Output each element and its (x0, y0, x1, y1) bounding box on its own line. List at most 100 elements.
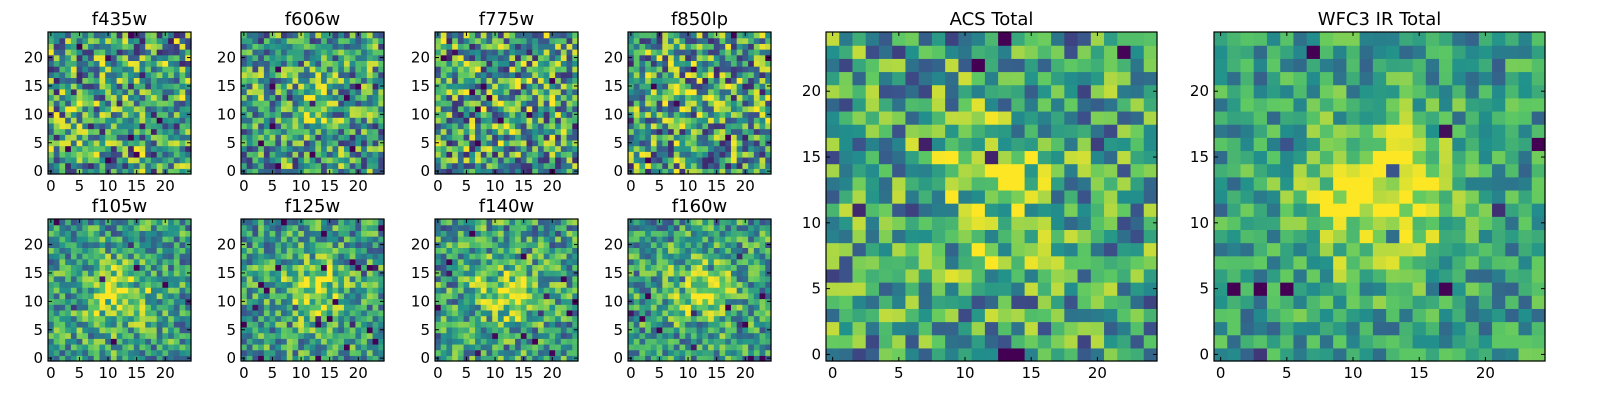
heatmap-cell (435, 321, 442, 328)
heatmap-cell (65, 151, 72, 158)
heatmap-cells (435, 219, 579, 362)
heatmap-cell (128, 275, 135, 283)
heatmap-cell (440, 88, 448, 96)
heatmap-cell (628, 66, 635, 73)
heatmap-cell (440, 43, 448, 50)
heatmap-cell (286, 77, 294, 84)
heatmap-cell (446, 304, 453, 311)
heatmap-cell (173, 128, 181, 135)
heatmap-cell (713, 105, 721, 113)
heatmap-cell (372, 105, 379, 113)
heatmap-cell (520, 309, 528, 317)
heatmap-cell (128, 219, 135, 226)
heatmap-cell (48, 304, 55, 311)
heatmap-cell (65, 343, 72, 351)
heatmap-cell (281, 145, 288, 152)
heatmap-cell (560, 134, 568, 141)
heatmap-cell (668, 349, 675, 356)
heatmap-cell (503, 332, 510, 339)
heatmap-cell (145, 298, 152, 305)
heatmap-cell (725, 94, 732, 101)
heatmap-cell (765, 275, 772, 283)
heatmap-cell (168, 94, 175, 101)
heatmap-cell (650, 281, 658, 288)
heatmap-cell (486, 88, 493, 96)
heatmap-cell (452, 151, 459, 158)
heatmap-cell (162, 287, 169, 294)
heatmap-cell (355, 332, 362, 339)
heatmap-cell (440, 349, 448, 356)
heatmap-cell (679, 60, 686, 67)
heatmap-cell (696, 100, 703, 107)
heatmap-cell (70, 111, 78, 118)
heatmap-cell (116, 326, 123, 334)
heatmap-cell (76, 304, 83, 311)
heatmap-cell (332, 230, 339, 237)
heatmap-cell (298, 60, 305, 67)
heatmap-cell (560, 71, 568, 79)
heatmap-cell (99, 219, 106, 226)
heatmap-cell (492, 258, 499, 266)
heatmap-cell (639, 117, 646, 124)
heatmap-cell (252, 355, 259, 362)
heatmap-cell (730, 304, 738, 311)
heatmap-cell (549, 287, 556, 294)
heatmap-cell (719, 304, 726, 311)
heatmap-cell (537, 151, 545, 158)
heatmap-cell (361, 224, 368, 231)
heatmap-cell (59, 298, 66, 305)
heatmap-cell (509, 321, 516, 328)
heatmap-cell (53, 162, 61, 169)
heatmap-cell (122, 71, 129, 79)
heatmap-cell (560, 66, 568, 73)
heatmap-cell (765, 338, 772, 345)
heatmap-cell (275, 66, 282, 73)
heatmap-cell (366, 355, 374, 362)
heatmap-cell (526, 258, 533, 266)
heatmap-cell (361, 332, 368, 339)
heatmap-cell (70, 37, 78, 44)
heatmap-cell (639, 326, 646, 334)
heatmap-cell (457, 43, 465, 50)
heatmap-cell (150, 315, 158, 322)
heatmap-cell (179, 134, 186, 141)
heatmap-cell (326, 100, 334, 107)
heatmap-cell (145, 338, 152, 345)
heatmap-cell (673, 117, 681, 124)
heatmap-cell (650, 315, 658, 322)
heatmap-cell (70, 281, 78, 288)
heatmap-cell (150, 253, 158, 260)
heatmap-cell (713, 49, 721, 56)
heatmap-cell (645, 156, 652, 164)
heatmap-cell (633, 151, 641, 158)
heatmap-cell (246, 49, 254, 56)
heatmap-cell (281, 162, 288, 169)
heatmap-cell (179, 122, 186, 130)
heatmap-cell (303, 253, 311, 260)
heatmap-cell (332, 145, 339, 152)
heatmap-cell (110, 287, 118, 294)
heatmap-cell (361, 321, 368, 328)
heatmap-cell (76, 230, 83, 237)
heatmap-cell (303, 134, 311, 141)
x-tick-label: 0 (46, 177, 56, 195)
heatmap-cell (65, 281, 72, 288)
heatmap-cell (748, 151, 755, 158)
heatmap-cell (150, 287, 158, 294)
heatmap-cell (708, 83, 715, 90)
heatmap-cell (645, 43, 652, 50)
heatmap-cell (361, 37, 368, 44)
heatmap-cell (139, 258, 146, 266)
heatmap-cell (145, 49, 152, 56)
heatmap-cell (372, 100, 379, 107)
heatmap-cell (435, 122, 442, 130)
heatmap-cell (628, 349, 635, 356)
heatmap-cell (99, 355, 106, 362)
heatmap-cell (639, 287, 646, 294)
heatmap-cell (537, 264, 545, 271)
heatmap-cell (263, 253, 271, 260)
heatmap-cell (286, 270, 294, 277)
heatmap-cell (150, 134, 158, 141)
heatmap-cell (486, 100, 493, 107)
